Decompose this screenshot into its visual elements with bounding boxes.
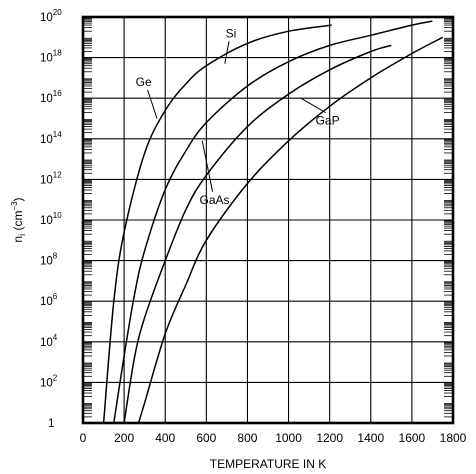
leader-line xyxy=(202,141,212,192)
y-axis-label: ni (cm−3) xyxy=(10,197,27,242)
curve-label-gap: GaP xyxy=(316,114,340,128)
x-tick-label: 1200 xyxy=(316,431,343,445)
y-tick-label: 1012 xyxy=(40,170,62,186)
curve-gaas xyxy=(124,45,391,423)
y-tick-label: 1016 xyxy=(40,89,62,105)
y-tick-label: 1014 xyxy=(40,130,62,146)
curve-label-ge: Ge xyxy=(136,75,152,89)
y-tick-label: 1 xyxy=(48,418,54,430)
x-tick-label: 400 xyxy=(155,431,175,445)
y-tick-label: 102 xyxy=(40,373,58,389)
y-tick-label: 104 xyxy=(40,333,58,349)
x-tick-label: 1600 xyxy=(399,431,426,445)
curve-gap xyxy=(139,37,443,423)
x-tick-label: 800 xyxy=(237,431,257,445)
x-tick-label: 1800 xyxy=(440,431,467,445)
y-tick-label: 1020 xyxy=(40,8,62,24)
y-tick-label: 106 xyxy=(40,292,58,308)
x-tick-label: 1400 xyxy=(357,431,384,445)
x-tick-label: 200 xyxy=(114,431,134,445)
curves xyxy=(104,21,443,423)
y-tick-labels: 1 102 104 106 108 1010 1012 1014 1016 1018 1020 xyxy=(40,8,62,430)
y-tick-label: 1018 xyxy=(40,49,62,65)
curve-label-gaas: GaAs xyxy=(200,193,230,207)
y-tick-label: 108 xyxy=(40,252,58,268)
x-tick-label: 0 xyxy=(80,431,87,445)
x-axis-label: TEMPERATURE IN K xyxy=(210,457,326,471)
x-tick-labels: 0 200 400 600 800 1000 1200 1400 1600 1800 xyxy=(80,431,467,445)
leader-line xyxy=(301,98,326,112)
x-tick-label: 600 xyxy=(196,431,216,445)
y-tick-label: 1010 xyxy=(40,211,62,227)
x-tick-label: 1000 xyxy=(275,431,302,445)
curve-label-si: Si xyxy=(226,26,237,40)
curve-si xyxy=(114,21,433,423)
leader-line xyxy=(148,90,157,118)
